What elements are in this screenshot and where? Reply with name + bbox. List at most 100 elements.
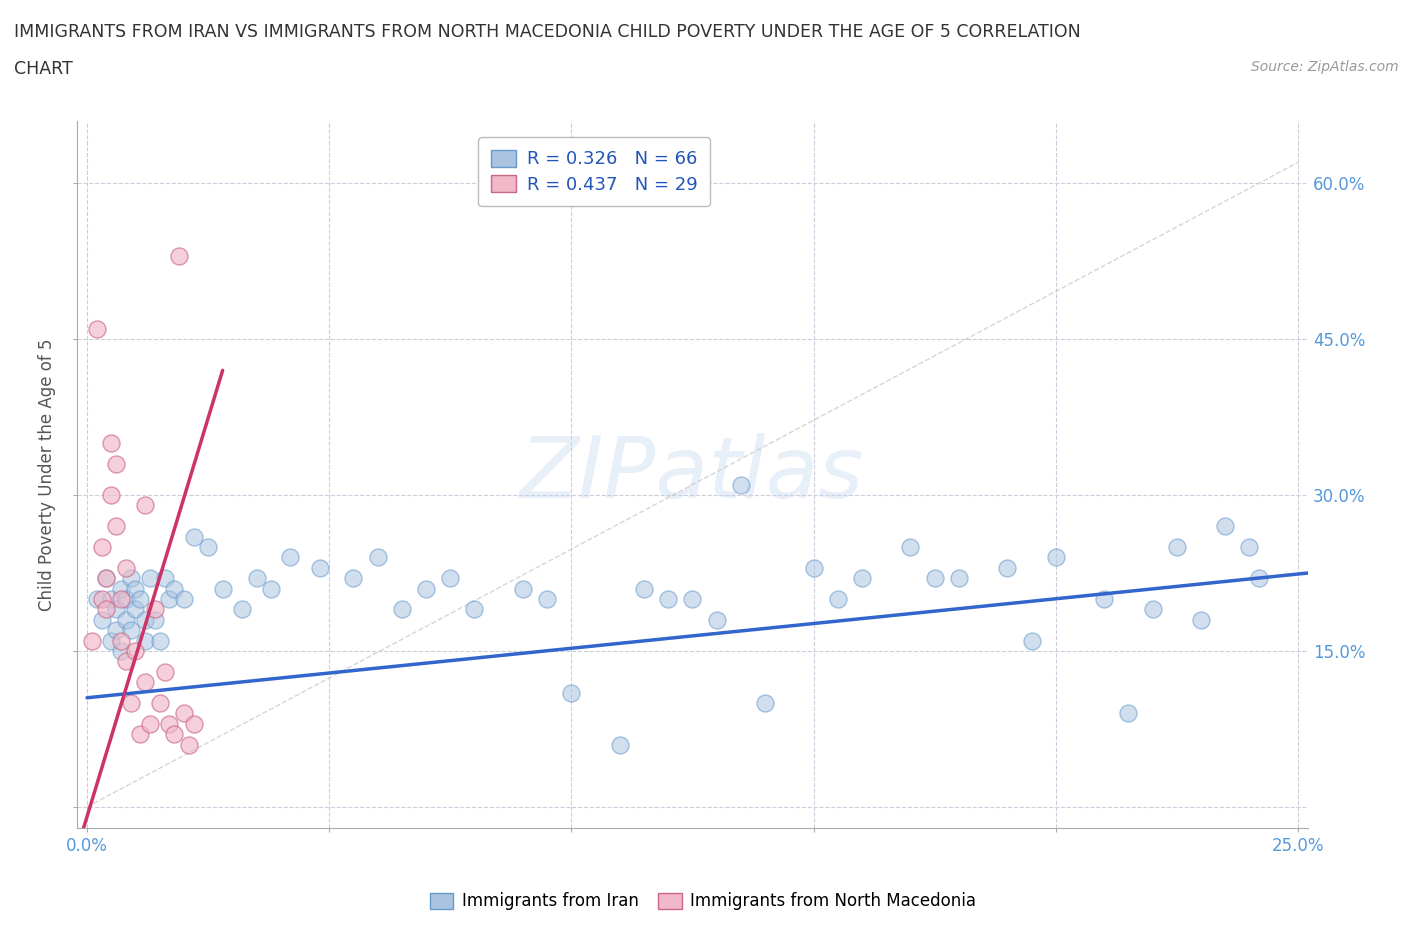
- Point: [391, 602, 413, 617]
- Point: [143, 612, 166, 627]
- Point: [463, 602, 485, 617]
- Point: [100, 487, 122, 502]
- Point: [90, 591, 112, 606]
- Point: [197, 539, 219, 554]
- Point: [803, 561, 825, 576]
- Point: [153, 571, 176, 586]
- Point: [342, 571, 364, 586]
- Point: [163, 726, 186, 741]
- Point: [129, 591, 152, 606]
- Text: ZIPatlas: ZIPatlas: [520, 432, 865, 516]
- Point: [1249, 571, 1271, 586]
- Point: [827, 591, 849, 606]
- Point: [110, 581, 132, 596]
- Point: [86, 591, 108, 606]
- Point: [173, 706, 195, 721]
- Point: [110, 591, 132, 606]
- Point: [149, 696, 172, 711]
- Point: [657, 591, 679, 606]
- Point: [1213, 519, 1236, 534]
- Point: [245, 571, 267, 586]
- Point: [134, 675, 156, 690]
- Point: [96, 602, 118, 617]
- Point: [995, 561, 1018, 576]
- Point: [682, 591, 704, 606]
- Point: [96, 571, 118, 586]
- Point: [183, 529, 205, 544]
- Point: [105, 457, 128, 472]
- Point: [924, 571, 946, 586]
- Point: [120, 623, 142, 638]
- Point: [183, 716, 205, 731]
- Point: [114, 561, 136, 576]
- Point: [105, 602, 128, 617]
- Point: [1021, 633, 1043, 648]
- Point: [177, 737, 200, 752]
- Point: [231, 602, 253, 617]
- Point: [415, 581, 437, 596]
- Point: [1118, 706, 1140, 721]
- Point: [167, 248, 190, 263]
- Text: CHART: CHART: [14, 60, 73, 78]
- Point: [900, 539, 922, 554]
- Point: [948, 571, 970, 586]
- Point: [163, 581, 186, 596]
- Point: [139, 716, 162, 731]
- Point: [211, 581, 233, 596]
- Point: [110, 633, 132, 648]
- Point: [173, 591, 195, 606]
- Point: [308, 561, 330, 576]
- Point: [105, 519, 128, 534]
- Point: [157, 591, 180, 606]
- Point: [105, 623, 128, 638]
- Point: [96, 571, 118, 586]
- Point: [1092, 591, 1115, 606]
- Point: [129, 726, 152, 741]
- Point: [1045, 550, 1067, 565]
- Point: [1239, 539, 1261, 554]
- Point: [134, 498, 156, 513]
- Point: [536, 591, 558, 606]
- Point: [280, 550, 302, 565]
- Point: [143, 602, 166, 617]
- Point: [90, 539, 112, 554]
- Point: [851, 571, 873, 586]
- Point: [560, 685, 582, 700]
- Point: [149, 633, 172, 648]
- Point: [100, 591, 122, 606]
- Point: [124, 644, 146, 658]
- Point: [139, 571, 162, 586]
- Point: [114, 654, 136, 669]
- Point: [114, 591, 136, 606]
- Point: [110, 644, 132, 658]
- Point: [120, 696, 142, 711]
- Text: IMMIGRANTS FROM IRAN VS IMMIGRANTS FROM NORTH MACEDONIA CHILD POVERTY UNDER THE : IMMIGRANTS FROM IRAN VS IMMIGRANTS FROM …: [14, 23, 1081, 41]
- Point: [1166, 539, 1188, 554]
- Y-axis label: Child Poverty Under the Age of 5: Child Poverty Under the Age of 5: [38, 338, 56, 611]
- Point: [120, 571, 142, 586]
- Point: [90, 612, 112, 627]
- Point: [114, 612, 136, 627]
- Point: [86, 322, 108, 337]
- Point: [633, 581, 655, 596]
- Point: [124, 602, 146, 617]
- Point: [100, 633, 122, 648]
- Legend: Immigrants from Iran, Immigrants from North Macedonia: Immigrants from Iran, Immigrants from No…: [423, 885, 983, 917]
- Point: [134, 633, 156, 648]
- Point: [512, 581, 534, 596]
- Point: [80, 633, 103, 648]
- Point: [100, 435, 122, 450]
- Point: [754, 696, 776, 711]
- Point: [730, 477, 752, 492]
- Point: [134, 612, 156, 627]
- Point: [1142, 602, 1164, 617]
- Point: [1189, 612, 1212, 627]
- Point: [153, 664, 176, 679]
- Legend: R = 0.326   N = 66, R = 0.437   N = 29: R = 0.326 N = 66, R = 0.437 N = 29: [478, 137, 710, 206]
- Point: [609, 737, 631, 752]
- Text: Source: ZipAtlas.com: Source: ZipAtlas.com: [1251, 60, 1399, 74]
- Point: [367, 550, 389, 565]
- Point: [439, 571, 461, 586]
- Point: [706, 612, 728, 627]
- Point: [124, 581, 146, 596]
